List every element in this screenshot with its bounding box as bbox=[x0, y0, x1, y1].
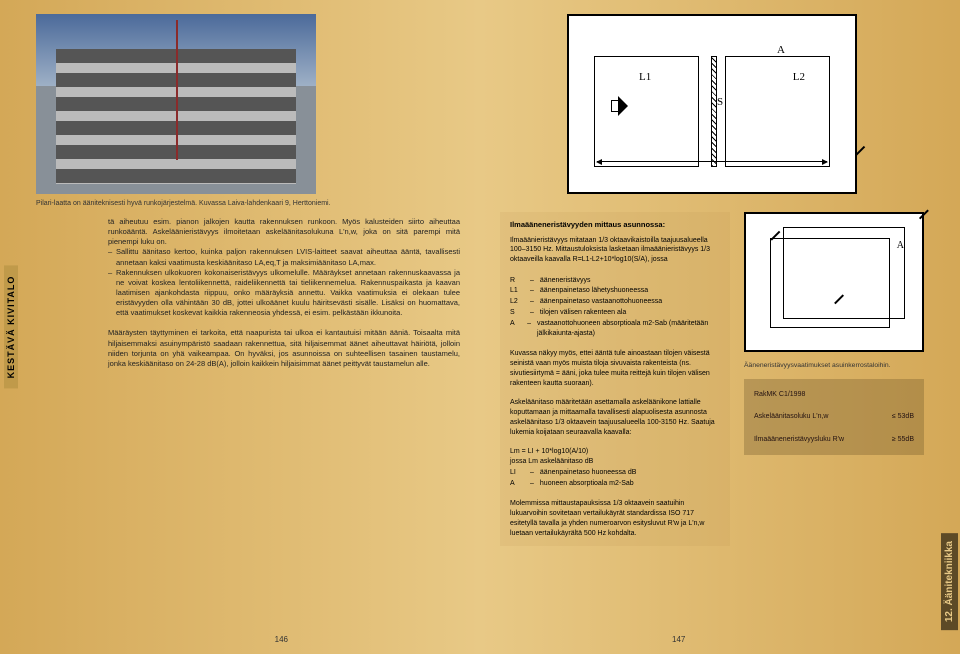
mini-label-A: A bbox=[897, 240, 904, 251]
def-d: äänenpainetaso vastaanottohuoneessa bbox=[540, 297, 662, 307]
req-row-2: Ilmaääneneristävyysluku R'w ≥ 55dB bbox=[754, 434, 914, 445]
def-t: A bbox=[510, 319, 521, 339]
speaker-icon bbox=[611, 94, 629, 116]
room-diagram: L1 L2 A S bbox=[567, 14, 857, 194]
left-body: tä aiheutuu esim. pianon jalkojen kautta… bbox=[108, 217, 460, 369]
def-d: vastaanottohuoneen absorptioala m2-Sab (… bbox=[537, 319, 720, 339]
def-t: L2 bbox=[510, 297, 524, 307]
req-val: ≥ 55dB bbox=[892, 434, 914, 445]
right-sidebar: A Ääneneristävyysvaatimukset asuinkerros… bbox=[744, 212, 924, 546]
def-d: tilojen välisen rakenteen ala bbox=[540, 308, 626, 318]
bullet-2: Rakennuksen ulkokuoren kokonaiseristävyy… bbox=[108, 268, 460, 319]
req-label: Askeläänitasoluku L'n,w bbox=[754, 411, 829, 422]
label-L1: L1 bbox=[639, 71, 651, 83]
def-t: L1 bbox=[510, 286, 524, 296]
right-columns: Ilmaääneneristävyyden mittaus asunnossa:… bbox=[500, 212, 924, 546]
lead-para: tä aiheutuu esim. pianon jalkojen kautta… bbox=[108, 217, 460, 247]
def-t: R bbox=[510, 276, 524, 286]
pagenum-right: 147 bbox=[672, 635, 685, 644]
def-list-1: R–ääneneristävyys L1–äänenpainetaso lähe… bbox=[510, 276, 720, 339]
page-left: Pilari-laatta on ääniteknisesti hyvä run… bbox=[0, 0, 480, 654]
req-val: ≤ 53dB bbox=[892, 411, 914, 422]
measurement-box: Ilmaääneneristävyyden mittaus asunnossa:… bbox=[500, 212, 730, 546]
def-t: A bbox=[510, 479, 524, 489]
requirements-box: RakMK C1/1998 Askeläänitasoluku L'n,w ≤ … bbox=[744, 379, 924, 455]
def-d: äänenpainetaso huoneessa dB bbox=[540, 468, 637, 478]
label-A: A bbox=[777, 44, 785, 56]
req-title: RakMK C1/1998 bbox=[754, 389, 914, 400]
box-formula: Lm = LI + 10*log10(A/10) bbox=[510, 447, 720, 457]
left-figures bbox=[36, 14, 460, 194]
def-t: S bbox=[510, 308, 524, 318]
chapter-tab: 12. Äänitekniikka bbox=[941, 533, 958, 630]
req-label: Ilmaääneneristävyysluku R'w bbox=[754, 434, 844, 445]
def-d: äänenpainetaso lähetyshuoneessa bbox=[540, 286, 648, 296]
photo-caption: Pilari-laatta on ääniteknisesti hyvä run… bbox=[36, 200, 460, 207]
para-2: Määräysten täyttyminen ei tarkoita, että… bbox=[108, 328, 460, 369]
box-sub: jossa Lm askeläänitaso dB bbox=[510, 457, 720, 467]
req-row-1: Askeläänitasoluku L'n,w ≤ 53dB bbox=[754, 411, 914, 422]
mini-caption: Ääneneristävyysvaatimukset asuinkerrosta… bbox=[744, 362, 924, 369]
def-t: LI bbox=[510, 468, 524, 478]
label-S: S bbox=[717, 96, 723, 108]
label-L2: L2 bbox=[793, 71, 805, 83]
box-p2: Kuvassa näkyy myös, ettei ääntä tule ain… bbox=[510, 349, 720, 388]
room-3d-diagram: A bbox=[744, 212, 924, 352]
bullet-1: Sallittu äänitaso kertoo, kuinka paljon … bbox=[108, 247, 460, 267]
box-p1: Ilmaäänieristävyys mitataan 1/3 oktaavik… bbox=[510, 236, 720, 265]
def-list-2: LI–äänenpainetaso huoneessa dB A–huoneen… bbox=[510, 468, 720, 489]
page-right: L1 L2 A S Ilmaääneneristävyyden mittaus … bbox=[480, 0, 960, 654]
construction-photo bbox=[36, 14, 316, 194]
box-p4: Molemmissa mittaustapauksissa 1/3 oktaav… bbox=[510, 499, 720, 538]
box-title: Ilmaääneneristävyyden mittaus asunnossa: bbox=[510, 220, 720, 231]
def-d: huoneen absorptioala m2-Sab bbox=[540, 479, 634, 489]
box-p3: Askeläänitaso määritetään asettamalla as… bbox=[510, 398, 720, 437]
def-d: ääneneristävyys bbox=[540, 276, 591, 286]
pagenum-left: 146 bbox=[275, 635, 288, 644]
